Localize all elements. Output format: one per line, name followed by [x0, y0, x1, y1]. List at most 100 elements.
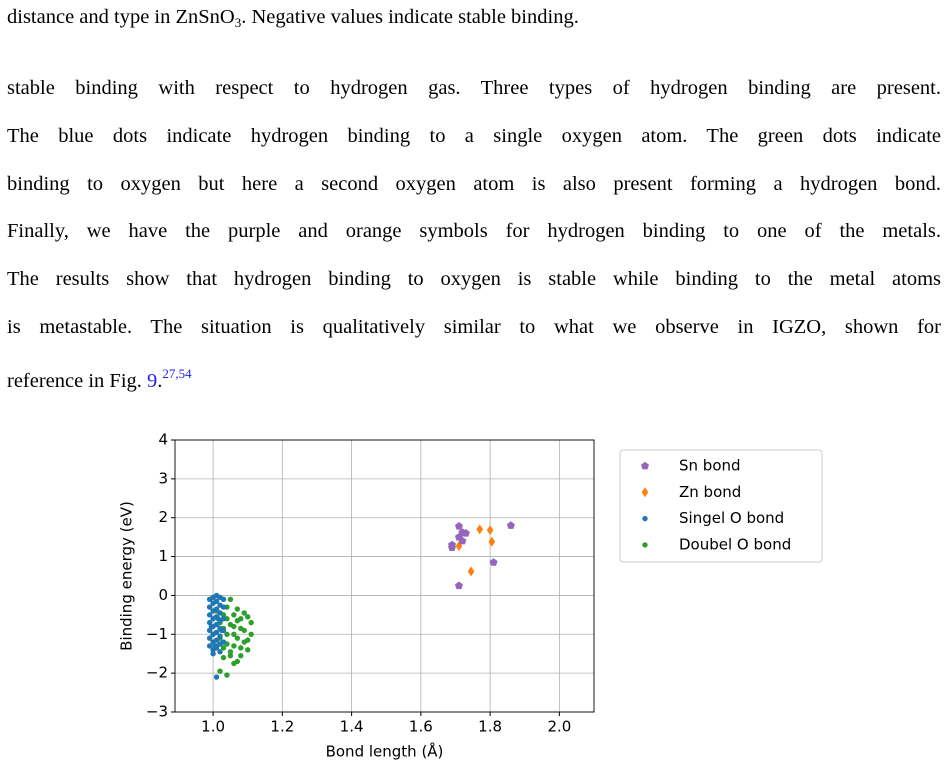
paragraph-line: stable binding with respect to hydrogen …: [7, 77, 941, 99]
text: reference in Fig.: [7, 370, 148, 392]
data-point: [231, 623, 237, 630]
legend-marker: [642, 542, 648, 548]
data-point: [213, 674, 220, 680]
y-tick-label: 4: [158, 431, 168, 449]
y-axis-title: Binding energy (eV): [118, 501, 136, 651]
data-point: [234, 635, 241, 641]
data-point: [213, 621, 220, 628]
data-point: [210, 651, 216, 657]
paragraph-line: binding to oxygen but here a second oxyg…: [7, 172, 941, 195]
data-point: [224, 631, 230, 637]
data-point: [220, 645, 227, 651]
data-point: [467, 566, 475, 577]
data-point: [213, 598, 220, 604]
data-point: [245, 614, 251, 620]
data-point: [220, 616, 227, 622]
paragraph-line: The results show that hydrogen binding t…: [7, 268, 941, 291]
data-point: [238, 645, 244, 651]
x-axis-title: Bond length (Å): [326, 742, 444, 761]
plot-frame: [174, 439, 595, 713]
data-point: [234, 658, 241, 665]
paragraph-line: is metastable. The situation is qualitat…: [7, 316, 941, 338]
text: . Negative values indicate stable bindin…: [241, 6, 579, 28]
citation[interactable]: 27,54: [162, 366, 192, 381]
data-point: [238, 625, 244, 632]
legend-marker: [641, 461, 649, 470]
data-point: [241, 639, 247, 645]
data-point: [224, 672, 230, 678]
data-point: [217, 668, 223, 674]
y-tick-label: −2: [146, 664, 168, 682]
data-point: [234, 606, 241, 612]
y-tick-label: 0: [158, 586, 168, 604]
caption-line: distance and type in ZnSnO3. Negative va…: [7, 5, 941, 35]
data-point: [217, 633, 223, 639]
data-point: [448, 543, 457, 552]
x-tick-label: 1.6: [409, 718, 433, 736]
figure-ref[interactable]: 9: [147, 370, 158, 392]
paragraph-line: Finally, we have the purple and orange s…: [7, 220, 941, 243]
legend-marker: [641, 487, 649, 498]
data-point: [454, 522, 463, 530]
data-point: [206, 612, 213, 618]
data-point: [217, 610, 223, 616]
data-point: [245, 647, 251, 653]
data-point: [213, 637, 220, 643]
y-tick-label: 3: [158, 469, 168, 487]
y-tick-label: 2: [158, 508, 168, 526]
text: distance and type in ZnSnO: [7, 6, 235, 28]
data-point: [220, 596, 227, 603]
data-point: [227, 652, 234, 659]
data-point: [227, 649, 234, 655]
text: .: [157, 370, 163, 392]
data-point: [212, 643, 218, 649]
data-point: [206, 635, 213, 641]
legend-label: Doubel O bond: [679, 535, 791, 553]
data-point: [461, 529, 470, 537]
data-point: [489, 558, 498, 566]
data-point: [219, 627, 225, 634]
data-point: [454, 581, 463, 590]
data-point: [458, 536, 467, 545]
legend-label: Singel O bond: [679, 509, 784, 527]
data-point: [220, 639, 227, 645]
data-point: [455, 541, 463, 552]
data-point: [234, 617, 241, 624]
data-point: [231, 631, 237, 637]
data-point: [506, 521, 515, 529]
data-point: [206, 604, 213, 610]
data-point: [231, 612, 237, 618]
data-point: [220, 604, 227, 610]
data-point: [220, 654, 227, 661]
paragraph-line: The blue dots indicate hydrogen binding …: [7, 124, 941, 147]
legend-box: [619, 449, 823, 563]
data-point: [486, 525, 494, 536]
y-tick-label: −1: [146, 625, 168, 643]
x-tick-label: 1.4: [340, 718, 364, 736]
x-tick-label: 1.0: [201, 718, 225, 736]
data-point: [206, 643, 213, 649]
data-point: [248, 619, 254, 626]
legend-label: Zn bond: [679, 483, 741, 501]
data-point: [248, 631, 254, 637]
y-tick-label: −3: [146, 703, 168, 721]
data-point: [476, 524, 484, 535]
data-point: [213, 606, 220, 612]
legend-label: Sn bond: [679, 457, 741, 475]
paragraph-line: reference in Fig. 9.27,54: [7, 362, 941, 393]
x-tick-label: 2.0: [547, 718, 571, 736]
y-tick-label: 1: [158, 547, 168, 565]
data-point: [227, 596, 234, 603]
data-point: [488, 536, 496, 547]
x-tick-label: 1.8: [478, 718, 502, 736]
data-point: [213, 629, 220, 636]
data-point: [238, 652, 244, 659]
subscript: 3: [234, 15, 242, 30]
data-point: [231, 643, 237, 649]
legend-marker: [642, 515, 648, 522]
data-point: [208, 623, 215, 630]
data-point: [241, 610, 247, 616]
data-point: [217, 649, 223, 655]
